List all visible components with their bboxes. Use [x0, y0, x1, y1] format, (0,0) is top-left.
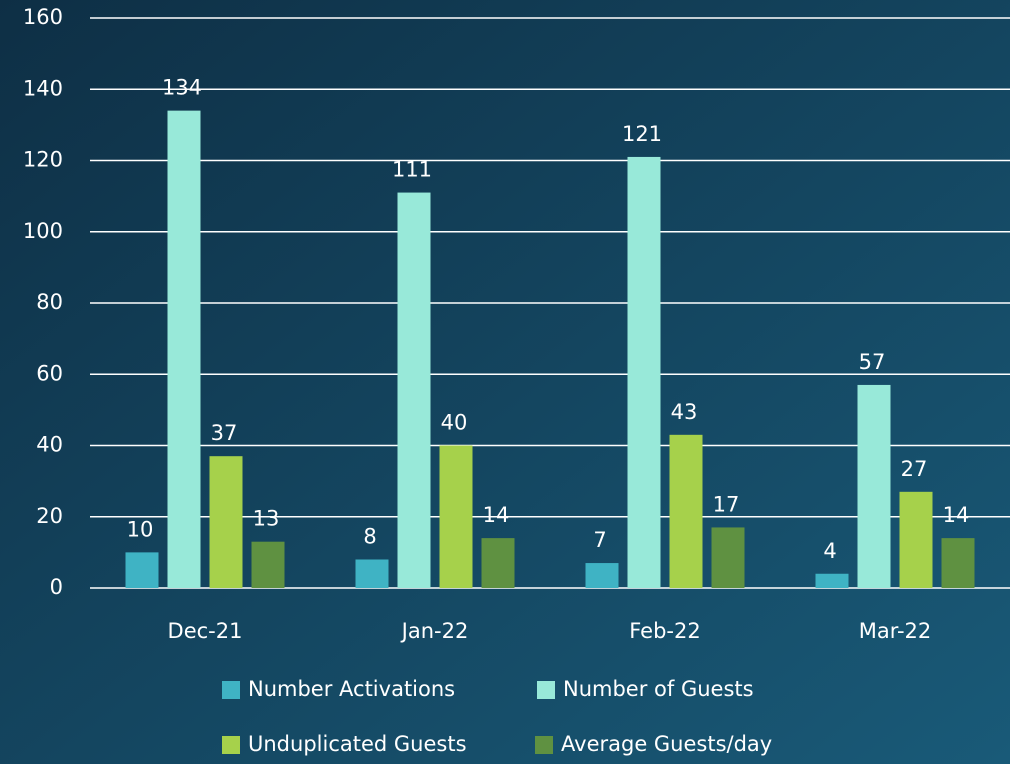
data-label: 14 — [943, 503, 970, 527]
data-label: 121 — [622, 122, 662, 146]
bar — [669, 434, 703, 588]
legend-swatch — [222, 736, 240, 754]
y-tick-label: 140 — [23, 76, 63, 100]
x-tick-label: Mar-22 — [859, 619, 932, 643]
x-tick-label: Jan-22 — [400, 619, 469, 643]
bar — [125, 552, 159, 588]
bar — [941, 538, 975, 588]
y-tick-label: 160 — [23, 5, 63, 29]
bar — [251, 541, 285, 588]
data-label: 10 — [127, 517, 154, 541]
y-tick-label: 60 — [36, 361, 63, 385]
x-tick-label: Dec-21 — [168, 619, 243, 643]
data-label: 111 — [392, 158, 432, 182]
bar — [899, 491, 933, 588]
bar — [439, 445, 473, 588]
y-tick-label: 40 — [36, 433, 63, 457]
data-label: 134 — [162, 76, 202, 100]
legend-label: Unduplicated Guests — [248, 732, 467, 756]
bar — [209, 456, 243, 588]
bar — [397, 192, 431, 588]
legend-label: Average Guests/day — [561, 732, 772, 756]
data-label: 7 — [593, 528, 606, 552]
x-tick-label: Feb-22 — [629, 619, 700, 643]
bar — [167, 110, 201, 588]
bar — [585, 563, 619, 588]
data-label: 4 — [823, 539, 836, 563]
legend-swatch — [535, 736, 553, 754]
data-label: 13 — [253, 507, 280, 531]
y-tick-label: 80 — [36, 290, 63, 314]
data-label: 43 — [671, 400, 698, 424]
legend-swatch — [222, 681, 240, 699]
data-label: 40 — [441, 411, 468, 435]
y-tick-label: 120 — [23, 148, 63, 172]
legend-swatch — [537, 681, 555, 699]
data-label: 27 — [901, 457, 928, 481]
bar — [627, 156, 661, 588]
data-label: 57 — [859, 350, 886, 374]
data-label: 14 — [483, 503, 510, 527]
bar — [711, 527, 745, 588]
bar — [857, 384, 891, 588]
legend-label: Number Activations — [248, 677, 455, 701]
bar — [815, 573, 849, 588]
bar — [481, 538, 515, 588]
data-label: 8 — [363, 525, 376, 549]
data-label: 37 — [211, 421, 238, 445]
data-label: 17 — [713, 492, 740, 516]
y-tick-label: 20 — [36, 504, 63, 528]
bar — [355, 559, 389, 588]
y-tick-label: 0 — [50, 575, 63, 599]
legend-label: Number of Guests — [563, 677, 754, 701]
y-tick-label: 100 — [23, 219, 63, 243]
